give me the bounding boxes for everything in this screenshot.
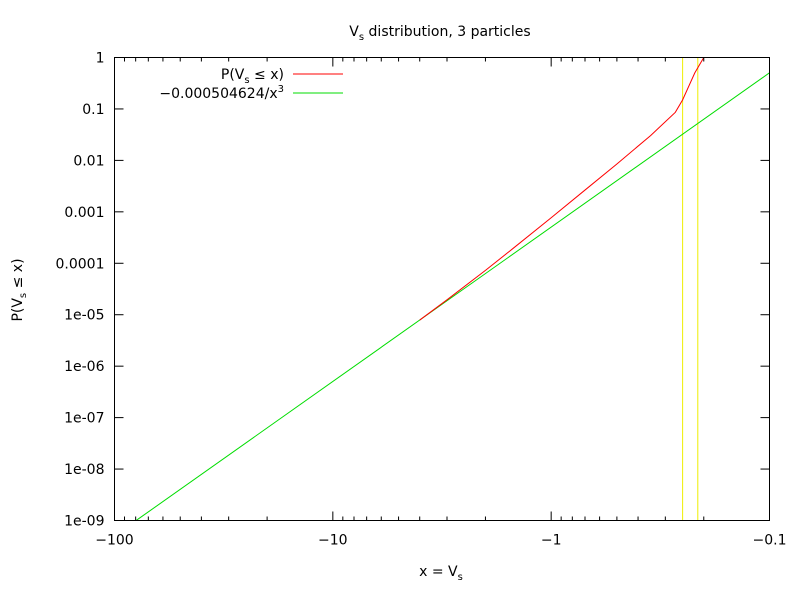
y-tick-label-0: 1	[96, 51, 105, 67]
x-axis-label-subscript: s	[458, 572, 463, 583]
y-tick-label-4: 0.0001	[56, 256, 105, 272]
chart-title-subscript: s	[359, 32, 364, 43]
y-axis-label: P(Vs ≤ x)	[10, 258, 29, 321]
series-line-0	[419, 57, 705, 321]
legend-label-1-superscript: 3	[278, 84, 284, 95]
x-tick-label-1: −10	[318, 533, 348, 549]
y-axis: 1 0.1 0.01 0.001 0.0001 1e-05 1e-06 1e-07 1e-08 1…	[56, 51, 770, 530]
x-tick-label-2: −1	[541, 533, 562, 549]
legend-label-1-main: −0.000504624/x	[159, 86, 277, 102]
series-layer	[135, 57, 770, 521]
y-tick-label-7: 1e-07	[64, 411, 104, 427]
x-axis: −100 −10 −1 −0.1	[95, 57, 787, 549]
y-tick-label-6: 1e-06	[64, 359, 104, 375]
y-tick-label-9: 1e-09	[64, 514, 104, 530]
legend-label-0-subscript: s	[244, 75, 249, 86]
x-axis-label: x = Vs	[419, 564, 463, 583]
y-tick-label-5: 1e-05	[64, 308, 104, 324]
x-tick-label-0: −100	[95, 533, 133, 549]
y-tick-label-2: 0.01	[73, 153, 104, 169]
legend-label-0: P(Vs ≤ x)	[221, 67, 284, 86]
y-axis-label-main: P(V	[10, 298, 26, 322]
legend-label-1: −0.000504624/x3	[159, 84, 284, 102]
chart-title-main: V	[349, 24, 359, 40]
series-line-1	[135, 72, 770, 521]
legend: P(Vs ≤ x) −0.000504624/x3	[159, 67, 343, 102]
x-tick-label-3: −0.1	[753, 533, 787, 549]
y-axis-label-post: ≤ x)	[10, 258, 26, 292]
y-axis-label-subscript: s	[18, 293, 29, 298]
vertical-markers	[682, 57, 699, 521]
x-axis-label-main: x = V	[419, 564, 458, 580]
y-tick-label-1: 0.1	[82, 102, 104, 118]
y-tick-label-3: 0.001	[64, 205, 104, 221]
chart-title: Vs distribution, 3 particles	[349, 24, 530, 43]
y-tick-label-8: 1e-08	[64, 462, 104, 478]
plot-frame	[114, 57, 770, 521]
chart-title-rest: distribution, 3 particles	[364, 24, 531, 40]
legend-label-0-post: ≤ x)	[250, 67, 284, 83]
legend-label-0-main: P(V	[221, 67, 245, 83]
